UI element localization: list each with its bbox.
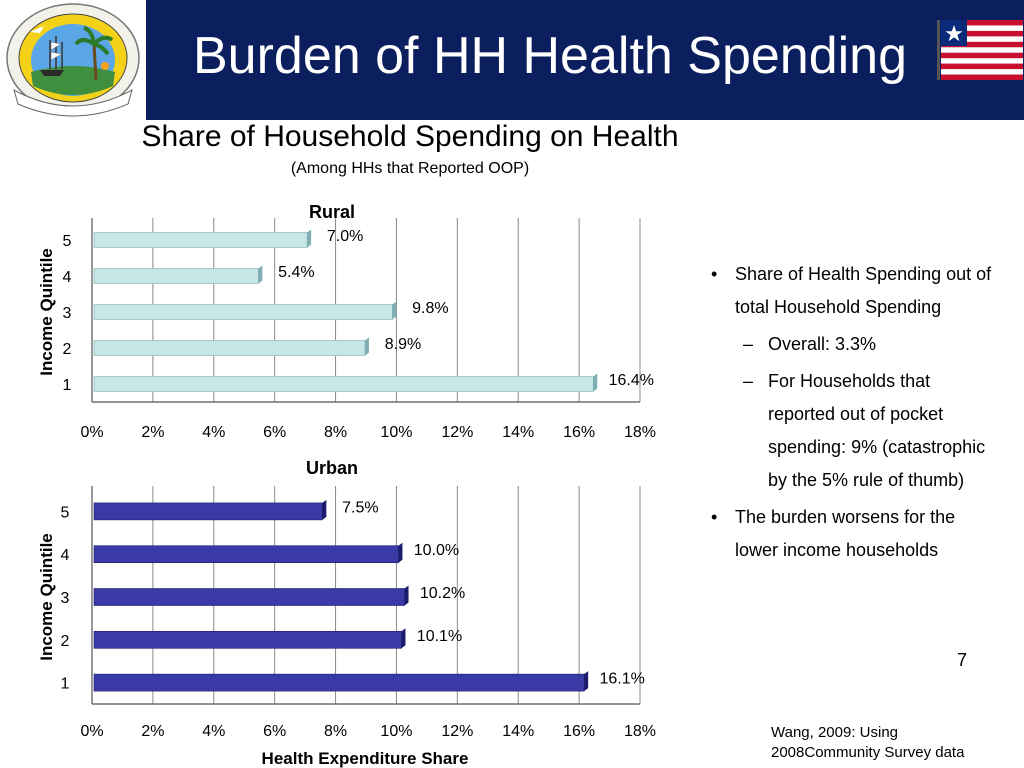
x-tick-label: 2% — [141, 723, 164, 740]
x-tick-label: 0% — [80, 723, 103, 740]
bar-side — [593, 373, 598, 392]
category-label: 5 — [61, 504, 70, 521]
source-note-line: 2008Community Survey data — [771, 744, 965, 761]
category-label: 1 — [63, 377, 72, 394]
x-tick-label: 8% — [324, 424, 347, 441]
x-tick-label: 14% — [502, 723, 534, 740]
y-axis-label: Income Quintile — [37, 533, 56, 661]
chart-title: Rural — [309, 202, 355, 222]
x-tick-label: 2% — [141, 424, 164, 441]
category-label: 4 — [61, 547, 70, 564]
x-tick-label: 16% — [563, 424, 595, 441]
urban-chart: Urban 0% 2% 4% 6% 8% 10% 12% 14% 16% 18% Income Qui… — [37, 458, 656, 768]
sub-bullet-item: For Households that reported out of pock… — [708, 365, 998, 497]
bar-side — [258, 265, 263, 284]
x-tick-label: 12% — [441, 424, 473, 441]
bar-side — [401, 628, 406, 649]
chart-subheading: (Among HHs that Reported OOP) — [290, 160, 530, 177]
x-tick-label: 14% — [502, 424, 534, 441]
bar — [93, 304, 393, 320]
data-label: 10.0% — [414, 542, 459, 559]
x-tick-label: 18% — [624, 723, 656, 740]
y-axis-label: Income Quintile — [37, 248, 56, 376]
category-label: 1 — [61, 676, 70, 693]
data-label: 10.2% — [420, 585, 465, 602]
page-title: Burden of HH Health Spending — [193, 27, 908, 85]
flag — [937, 18, 1023, 81]
category-label: 2 — [63, 341, 72, 358]
bar — [93, 376, 594, 392]
bar — [93, 502, 323, 521]
x-tick-label: 8% — [324, 723, 347, 740]
bullet-list: Share of Health Spending out of total Ho… — [708, 258, 998, 571]
data-label: 9.8% — [412, 300, 448, 317]
x-tick-label: 0% — [80, 424, 103, 441]
bar — [93, 232, 308, 248]
x-axis-label: Health Expenditure Share — [262, 749, 469, 768]
data-label: 5.4% — [278, 264, 314, 281]
seal-logo — [0, 0, 146, 124]
x-tick-label: 4% — [202, 424, 225, 441]
bar — [93, 673, 585, 692]
bar — [93, 630, 402, 649]
chart-heading: Share of Household Spending on Health — [141, 120, 679, 153]
bullet-item: Share of Health Spending out of total Ho… — [708, 258, 998, 324]
bar — [93, 588, 405, 606]
data-label: 16.1% — [599, 671, 644, 688]
header-band — [146, 0, 1024, 120]
chart-title: Urban — [306, 458, 358, 478]
x-tick-label: 18% — [624, 424, 656, 441]
bar — [93, 340, 366, 356]
x-tick-label: 6% — [263, 424, 286, 441]
bar — [93, 545, 399, 564]
bar-side — [584, 671, 589, 692]
bar-side — [364, 337, 369, 356]
category-label: 2 — [61, 633, 70, 650]
category-label: 4 — [63, 269, 72, 286]
liberia-seal-icon — [6, 3, 140, 117]
x-tick-label: 12% — [441, 723, 473, 740]
bar — [93, 268, 259, 284]
data-label: 16.4% — [609, 372, 654, 389]
x-tick-label: 16% — [563, 723, 595, 740]
liberia-flag-icon — [937, 20, 1023, 81]
x-tick-label: 4% — [202, 723, 225, 740]
sub-bullet-item: Overall: 3.3% — [708, 328, 998, 361]
rural-chart: Rural 0% 2% 4% 6% 8% 10% 12% 14% 16% 18% Income Qui… — [37, 202, 656, 441]
category-label: 3 — [61, 590, 70, 607]
x-tick-label: 10% — [380, 723, 412, 740]
bullet-item: The burden worsens for the lower income … — [708, 501, 998, 567]
source-note-line: Wang, 2009: Using — [771, 724, 899, 741]
bar-side — [398, 542, 403, 563]
category-label: 3 — [63, 305, 72, 322]
data-label: 7.0% — [327, 228, 363, 245]
data-label: 7.5% — [342, 499, 378, 516]
category-label: 5 — [63, 233, 72, 250]
bar-side — [392, 301, 397, 320]
bar-side — [404, 585, 409, 606]
x-tick-label: 10% — [380, 424, 412, 441]
bar-side — [322, 499, 327, 520]
data-label: 10.1% — [417, 628, 462, 645]
bar-side — [307, 229, 312, 248]
page-number: 7 — [957, 650, 968, 670]
data-label: 8.9% — [385, 336, 421, 353]
source-note: Wang, 2009: Using 2008Community Survey d… — [771, 723, 1021, 763]
x-tick-label: 6% — [263, 723, 286, 740]
